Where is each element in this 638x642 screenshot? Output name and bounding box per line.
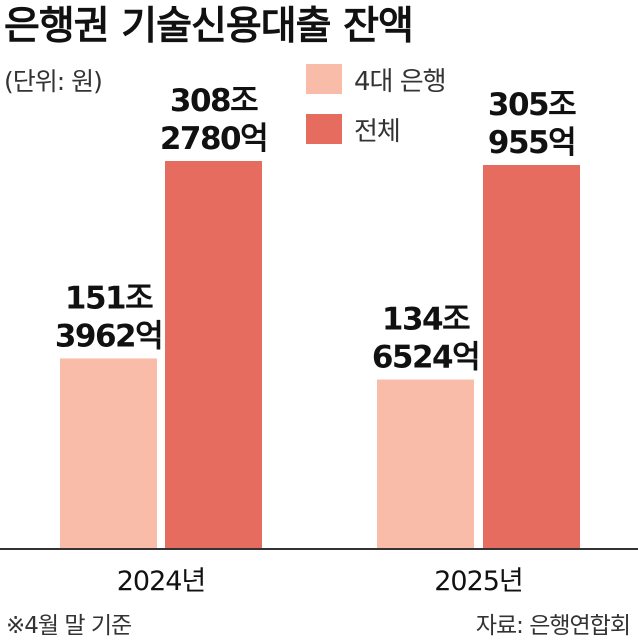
- data-label: 3962억: [55, 318, 162, 354]
- legend: 4대 은행 전체: [306, 64, 447, 164]
- bar-big4-0: [60, 358, 157, 549]
- source-note: 자료: 은행연합회: [475, 613, 631, 639]
- data-label: 134조: [382, 302, 470, 338]
- chart-title: 은행권 기술신용대출 잔액: [4, 4, 414, 49]
- unit-note: (단위: 원): [4, 67, 103, 96]
- data-label: 6524억: [372, 340, 479, 376]
- legend-item-big4: 4대 은행: [306, 64, 447, 97]
- x-tick-label: 2025년: [434, 566, 523, 597]
- data-label: 2780억: [160, 121, 267, 157]
- legend-label-total: 전체: [354, 116, 401, 147]
- bar-total-0: [165, 161, 262, 549]
- bar-total-1: [483, 165, 580, 550]
- data-label: 955억: [488, 125, 575, 161]
- legend-swatch-total: [306, 114, 342, 144]
- footnote: ※4월 말 기준: [6, 613, 132, 639]
- data-label: 308조: [170, 83, 258, 119]
- x-tick-label: 2024년: [117, 566, 206, 597]
- legend-swatch-big4: [306, 64, 342, 94]
- data-label: 305조: [488, 87, 576, 123]
- data-label: 151조: [65, 280, 153, 316]
- bar-big4-1: [377, 379, 474, 549]
- legend-item-total: 전체: [306, 114, 446, 147]
- legend-label-big4: 4대 은행: [354, 66, 447, 97]
